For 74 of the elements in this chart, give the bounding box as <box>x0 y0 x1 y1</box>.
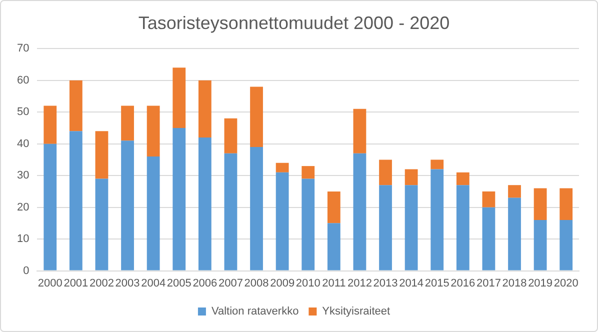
bar <box>172 128 186 270</box>
x-tick-label: 2012 <box>347 277 372 290</box>
bar <box>69 131 82 270</box>
bar <box>327 223 340 270</box>
bar <box>276 162 289 172</box>
y-tick-label: 0 <box>23 264 30 277</box>
bar <box>69 80 82 132</box>
bar <box>172 68 186 128</box>
bar <box>276 172 289 270</box>
bar <box>482 191 496 208</box>
y-tick-label: 60 <box>16 74 30 86</box>
x-tick-label: 2016 <box>450 277 476 290</box>
bar <box>224 153 238 270</box>
x-tick-label: 2006 <box>192 277 218 290</box>
x-tick-label: 2013 <box>373 277 398 290</box>
y-tick-label: 70 <box>16 42 30 55</box>
y-tick-label: 10 <box>16 233 30 246</box>
bar <box>327 191 340 224</box>
bar <box>430 160 444 170</box>
chart-title: Tasoristeysonnettomuudet 2000 - 2020 <box>138 12 450 33</box>
x-tick-label: 2000 <box>38 277 62 290</box>
bar <box>353 108 366 154</box>
bar <box>121 106 134 141</box>
x-tick-label: 2008 <box>244 277 269 290</box>
x-tick-label: 2018 <box>502 277 527 290</box>
bar <box>146 106 160 157</box>
bar <box>508 198 521 270</box>
bar <box>560 188 573 220</box>
bar <box>534 188 547 220</box>
bar <box>302 178 315 270</box>
bar <box>44 144 57 270</box>
x-tick-label: 2001 <box>64 277 88 290</box>
x-tick-label: 2019 <box>528 277 553 290</box>
bar <box>224 118 238 154</box>
x-tick-label: 2011 <box>322 277 346 290</box>
bar <box>250 147 263 270</box>
x-tick-label: 2002 <box>89 277 114 290</box>
y-tick-label: 30 <box>16 170 30 182</box>
x-tick-label: 2003 <box>115 277 140 290</box>
bar <box>95 131 108 179</box>
bar <box>508 185 521 198</box>
x-tick-label: 2010 <box>296 277 320 290</box>
bar <box>404 185 418 270</box>
x-tick-label: 2017 <box>476 277 501 290</box>
bar <box>198 80 212 138</box>
bar <box>560 220 573 270</box>
bar <box>404 169 418 186</box>
bar <box>534 220 547 270</box>
bar <box>146 156 160 270</box>
bar <box>379 160 392 186</box>
legend-label: Yksityisraiteet <box>322 306 390 318</box>
legend-label: Valtion rataverkko <box>211 306 299 318</box>
x-tick-label: 2015 <box>424 277 450 290</box>
bar <box>482 207 496 270</box>
x-tick-label: 2020 <box>554 277 578 290</box>
x-tick-label: 2005 <box>166 277 192 290</box>
bar <box>353 153 366 270</box>
x-tick-label: 2007 <box>218 277 243 290</box>
bar <box>250 86 263 148</box>
x-tick-label: 2009 <box>270 277 295 290</box>
bar <box>44 106 57 144</box>
y-tick-label: 40 <box>16 138 30 150</box>
bar <box>121 140 134 270</box>
bar <box>379 185 392 270</box>
bar <box>302 166 315 179</box>
x-tick-label: 2014 <box>399 277 424 290</box>
bar <box>198 137 212 270</box>
y-tick-label: 50 <box>16 106 30 118</box>
bar <box>430 169 444 270</box>
bar <box>456 185 470 270</box>
x-tick-label: 2004 <box>141 277 166 290</box>
bar <box>456 172 470 186</box>
y-tick-label: 20 <box>16 201 30 214</box>
bar <box>95 178 108 270</box>
